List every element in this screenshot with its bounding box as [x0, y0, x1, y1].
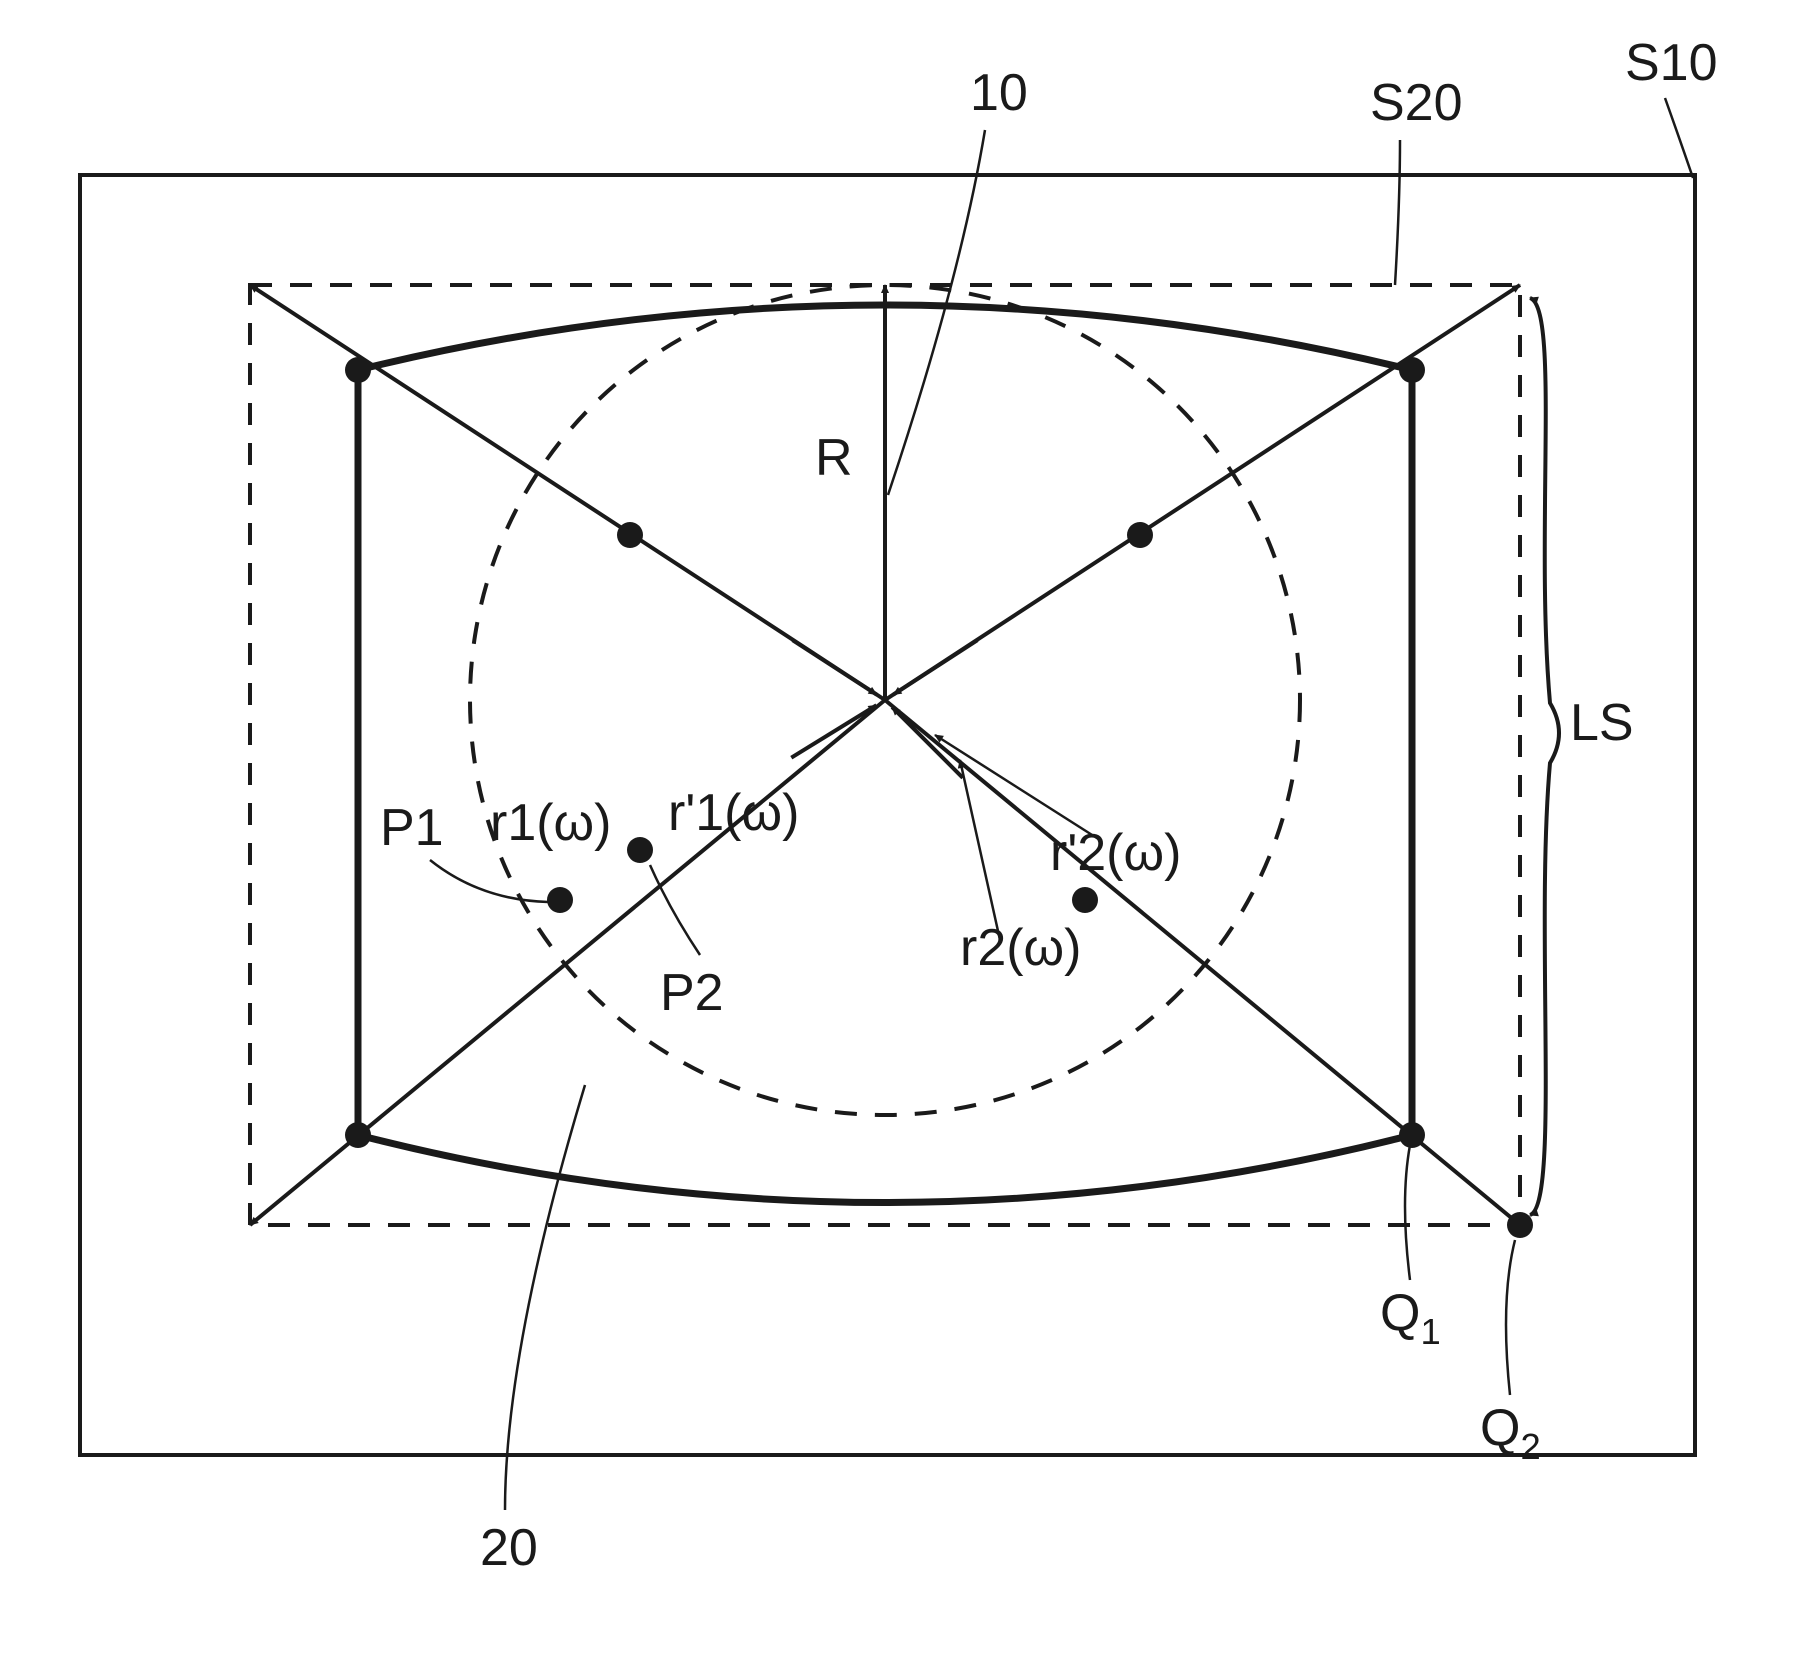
- leader-p1: [430, 860, 548, 902]
- dot-inner-tl: [617, 522, 643, 548]
- label-r1pw: r'1(ω): [668, 784, 799, 842]
- diagonal-tl: [250, 285, 885, 700]
- label-r: R: [815, 429, 853, 487]
- dot-shape-tl: [345, 357, 371, 383]
- dot-inner-tr: [1127, 522, 1153, 548]
- label-p2: P2: [660, 964, 724, 1022]
- dot-q2: [1507, 1212, 1533, 1238]
- dot-shape-br: [1399, 1122, 1425, 1148]
- leader-10: [888, 130, 985, 495]
- inner-arrow-bl: [791, 705, 876, 757]
- diagram-svg: S10 S20 10 R LS P1 P2 r1(ω) r'1(ω) r2(ω) r'2(ω) Q1 Q…: [0, 0, 1793, 1660]
- dot-p2: [627, 837, 653, 863]
- dot-shape-tr: [1399, 357, 1425, 383]
- label-r1w: r1(ω): [490, 794, 611, 852]
- ls-brace: [1530, 298, 1559, 1215]
- inner-arrow-tl: [793, 640, 877, 694]
- label-20: 20: [480, 1519, 538, 1577]
- leader-s20: [1395, 140, 1400, 285]
- outer-rect-s10: [80, 175, 1695, 1455]
- label-ls: LS: [1570, 694, 1634, 752]
- label-s10: S10: [1625, 34, 1718, 92]
- label-q1: Q1: [1380, 1284, 1441, 1352]
- label-s20: S20: [1370, 74, 1463, 132]
- leader-p2: [650, 865, 700, 955]
- leader-q2: [1506, 1240, 1515, 1395]
- label-r2pw: r'2(ω): [1050, 824, 1181, 882]
- diagram-container: S10 S20 10 R LS P1 P2 r1(ω) r'1(ω) r2(ω) r'2(ω) Q1 Q…: [0, 0, 1793, 1660]
- dot-p1: [547, 887, 573, 913]
- label-10: 10: [970, 64, 1028, 122]
- label-r2w: r2(ω): [960, 919, 1081, 977]
- diagonal-tr: [885, 285, 1520, 700]
- label-q2: Q2: [1480, 1399, 1541, 1467]
- inner-arrow-tr: [893, 640, 977, 694]
- leader-s10: [1665, 98, 1693, 178]
- leader-20: [505, 1085, 585, 1510]
- label-p1: P1: [380, 799, 444, 857]
- arrow-r2w: [960, 760, 1000, 940]
- dot-inner-br: [1072, 887, 1098, 913]
- inner-arrow-br: [892, 707, 963, 778]
- leader-q1: [1405, 1145, 1410, 1280]
- dot-shape-bl: [345, 1122, 371, 1148]
